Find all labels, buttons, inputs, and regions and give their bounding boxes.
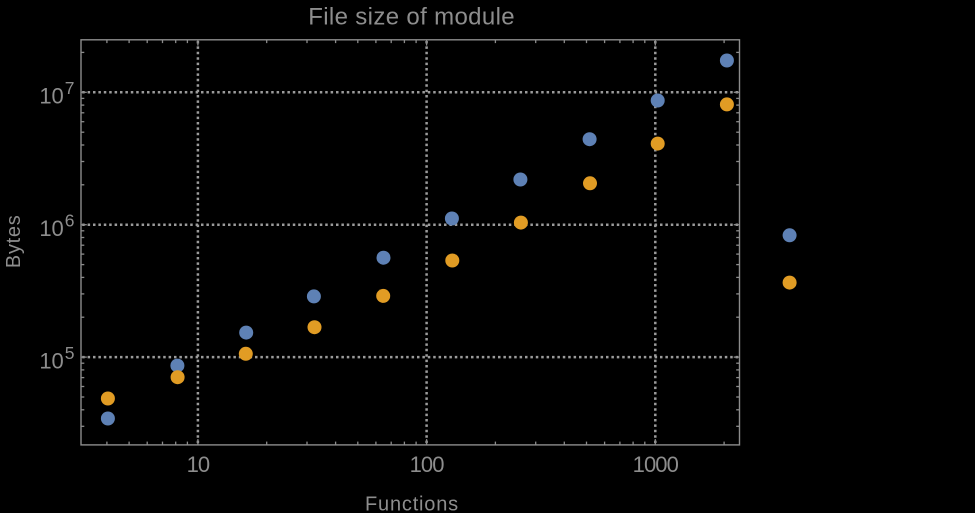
svg-text:10: 10: [187, 452, 210, 477]
svg-text:6: 6: [65, 211, 75, 231]
svg-text:Functions: Functions: [365, 494, 459, 513]
svg-text:100: 100: [410, 452, 445, 477]
svg-text:10: 10: [39, 216, 63, 241]
svg-text:5: 5: [65, 343, 75, 363]
svg-text:10: 10: [39, 84, 63, 109]
svg-text:Bytes: Bytes: [3, 215, 25, 269]
svg-text:10: 10: [39, 349, 63, 374]
svg-text:7: 7: [65, 78, 75, 98]
svg-text:File size of module: File size of module: [308, 3, 515, 30]
svg-text:1000: 1000: [633, 452, 679, 477]
